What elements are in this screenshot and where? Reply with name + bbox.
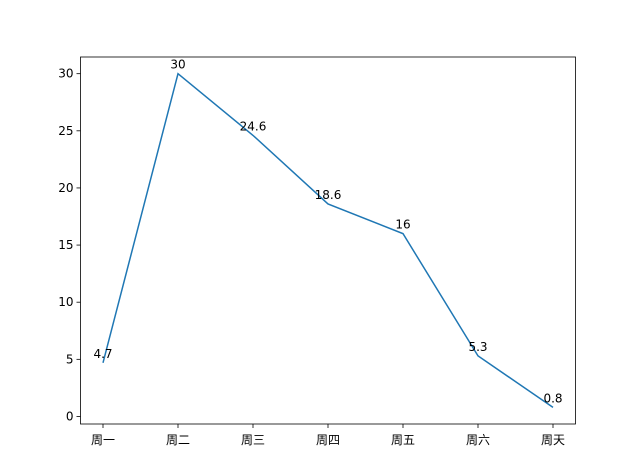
x-tick-label: 周五	[391, 433, 415, 447]
data-label: 16	[395, 218, 410, 232]
y-tick-label: 10	[58, 295, 73, 309]
data-label: 4.7	[93, 347, 112, 361]
y-tick-label: 25	[58, 124, 73, 138]
y-tick-label: 5	[66, 352, 74, 366]
x-tick-label: 周天	[541, 433, 565, 447]
data-label: 18.6	[315, 188, 342, 202]
plot-frame	[80, 56, 576, 425]
x-tick-label: 周二	[166, 433, 190, 447]
line	[102, 72, 554, 408]
y-tick-label: 20	[58, 181, 73, 195]
data-label: 30	[170, 58, 185, 72]
y-tick-label: 15	[58, 238, 73, 252]
y-tick-label: 0	[66, 409, 74, 423]
x-tick-label: 周六	[466, 433, 490, 447]
x-tick-label: 周三	[241, 433, 265, 447]
y-tick-label: 30	[58, 67, 73, 81]
x-tick-label: 周一	[91, 433, 115, 447]
data-label: 5.3	[468, 340, 487, 354]
data-label: 24.6	[240, 119, 267, 133]
data-label: 0.8	[543, 391, 562, 405]
x-tick-label: 周四	[316, 433, 340, 447]
